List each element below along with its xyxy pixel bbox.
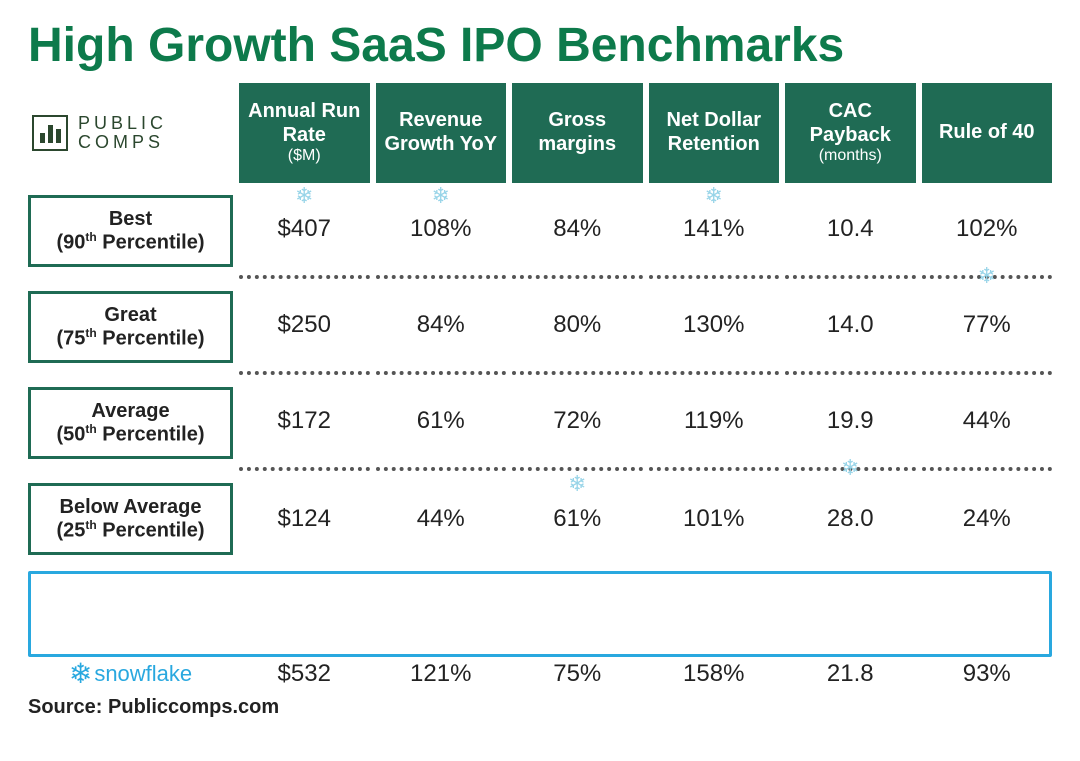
publiccomps-logo: PUBLIC COMPS [28,83,233,183]
col-sub-0: ($M) [288,147,321,166]
row-label-main: Best [109,208,152,231]
col-head-3: Net Dollar Retention [653,109,776,156]
bar-chart-icon [32,115,68,151]
row-head-below-average: Below Average (25th Percentile) [28,483,233,555]
cell-snow-c2: 75% [512,657,643,690]
row-head-great: Great (75th Percentile) [28,291,233,363]
cell-r1-c4: 14.0 [785,279,916,375]
cell-r1-c0: $250 [239,279,370,375]
cell-r1-c5: 77% [922,279,1053,375]
snowflake-icon: ❄ [432,185,450,207]
cell-r0-c3: ❄141% [649,183,780,279]
cell-r0-c1: ❄108% [376,183,507,279]
row-label-main: Great [104,304,156,327]
cell-snow-c0: $532 [239,657,370,690]
col-head-2: Gross margins [516,109,639,156]
row-label-sub: (90th Percentile) [56,231,204,255]
cell-r3-c3: 101% [649,471,780,567]
row-head-average: Average (50th Percentile) [28,387,233,459]
row-label-main: Below Average [60,496,202,519]
cell-snow-c5: 93% [922,657,1053,690]
cell-r3-c5: 24% [922,471,1053,567]
snowflake-name: snowflake [94,661,192,687]
snowflake-icon: ❄ [705,185,723,207]
snowflake-icon: ❄ [69,657,92,690]
cell-r2-c3: 119% [649,375,780,471]
col-head-0: Annual Run Rate [243,100,366,147]
source-label: Source: Publiccomps.com [28,696,1052,719]
logo-line2: COMPS [78,133,167,152]
snowflake-icon: ❄ [295,185,313,207]
col-sub-4: (months) [819,147,882,166]
logo-line1: PUBLIC [78,114,167,133]
row-label-main: Average [91,400,169,423]
row-label-sub: (25th Percentile) [56,519,204,543]
cell-r3-c0: $124 [239,471,370,567]
cell-r2-c2: 72% [512,375,643,471]
cell-r3-c4: 28.0 [785,471,916,567]
col-head-1: Revenue Growth YoY [380,109,503,156]
snowflake-icon: ❄ [568,473,586,495]
cell-r3-c2: ❄61% [512,471,643,567]
cell-r2-c5: 44% [922,375,1053,471]
cell-r1-c1: 84% [376,279,507,375]
benchmark-table: PUBLIC COMPS Annual Run Rate($M) Revenue… [28,83,1052,690]
cell-r2-c0: $172 [239,375,370,471]
cell-r3-c1: 44% [376,471,507,567]
cell-r1-c2: 80% [512,279,643,375]
cell-r2-c4: 19.9❄ [785,375,916,471]
col-head-4: CAC Payback [789,100,912,147]
row-head-best: Best (90th Percentile) [28,195,233,267]
col-head-5: Rule of 40 [939,121,1035,145]
cell-r0-c4: 10.4 [785,183,916,279]
page-title: High Growth SaaS IPO Benchmarks [28,18,1052,73]
cell-r1-c3: 130% [649,279,780,375]
cell-snow-c4: 21.8 [785,657,916,690]
row-label-sub: (75th Percentile) [56,327,204,351]
cell-snow-c3: 158% [649,657,780,690]
cell-snow-c1: 121% [376,657,507,690]
highlight-box [28,571,1052,657]
row-label-sub: (50th Percentile) [56,423,204,447]
cell-r0-c0: ❄$407 [239,183,370,279]
cell-r0-c5: 102%❄ [922,183,1053,279]
cell-r2-c1: 61% [376,375,507,471]
cell-r0-c2: 84% [512,183,643,279]
snowflake-logo: ❄ snowflake [28,657,233,690]
